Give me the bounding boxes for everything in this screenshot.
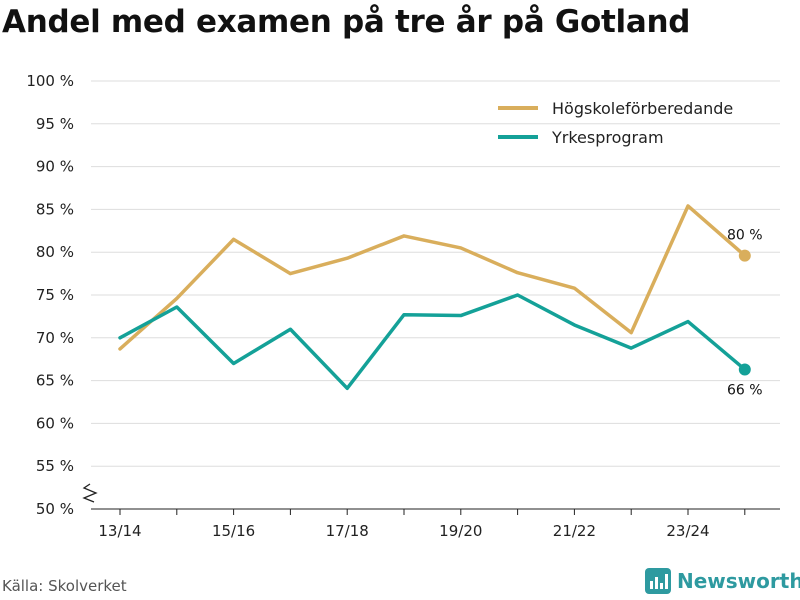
axis-break-icon bbox=[82, 483, 98, 503]
brand-logo[interactable]: Newsworthy bbox=[645, 568, 800, 594]
x-tick-label: 17/18 bbox=[326, 522, 369, 540]
y-tick-label: 90 % bbox=[36, 158, 74, 176]
end-point-0 bbox=[738, 249, 751, 262]
legend: Högskoleförberedande Yrkesprogram bbox=[498, 99, 733, 147]
y-tick-label: 85 % bbox=[36, 200, 74, 218]
series-line-1 bbox=[118, 293, 747, 391]
y-tick-label: 70 % bbox=[36, 329, 74, 347]
gridlines bbox=[91, 80, 780, 467]
x-tick-label: 21/22 bbox=[553, 522, 596, 540]
chart-title: Andel med examen på tre år på Gotland bbox=[2, 4, 691, 40]
y-tick-label: 75 % bbox=[36, 286, 74, 304]
y-tick-label: 80 % bbox=[36, 243, 74, 261]
end-label-yrkesprogram: 66 % bbox=[727, 382, 763, 398]
x-tick-label: 13/14 bbox=[98, 522, 141, 540]
end-label-hogskoleforberedande: 80 % bbox=[727, 228, 763, 244]
y-tick-label: 55 % bbox=[36, 457, 74, 475]
y-tick-label: 100 % bbox=[26, 72, 74, 90]
y-tick-label: 50 % bbox=[36, 500, 74, 518]
end-point-1 bbox=[738, 363, 751, 376]
x-tick-label: 15/16 bbox=[212, 522, 255, 540]
y-tick-label: 60 % bbox=[36, 414, 74, 432]
y-axis-ticks: 50 % 55 % 60 % 65 % 70 % 75 % 80 % 85 % 90 % 95 %… bbox=[26, 72, 74, 518]
y-tick-label: 95 % bbox=[36, 115, 74, 133]
source-note: Källa: Skolverket bbox=[2, 577, 127, 595]
newsworthy-logo-icon bbox=[645, 568, 671, 594]
brand-name: Newsworthy bbox=[677, 569, 800, 593]
x-axis: 13/14 15/16 17/18 19/20 21/22 23/24 bbox=[82, 483, 780, 540]
series-lines bbox=[118, 204, 751, 391]
end-labels: 80 % 66 % bbox=[727, 228, 763, 399]
x-tick-label: 23/24 bbox=[666, 522, 709, 540]
x-tick-label: 19/20 bbox=[439, 522, 482, 540]
legend-label-yrkesprogram: Yrkesprogram bbox=[551, 128, 664, 147]
series-line-0 bbox=[118, 204, 747, 351]
y-tick-label: 65 % bbox=[36, 372, 74, 390]
legend-label-hogskoleforberedande: Högskoleförberedande bbox=[552, 99, 733, 118]
